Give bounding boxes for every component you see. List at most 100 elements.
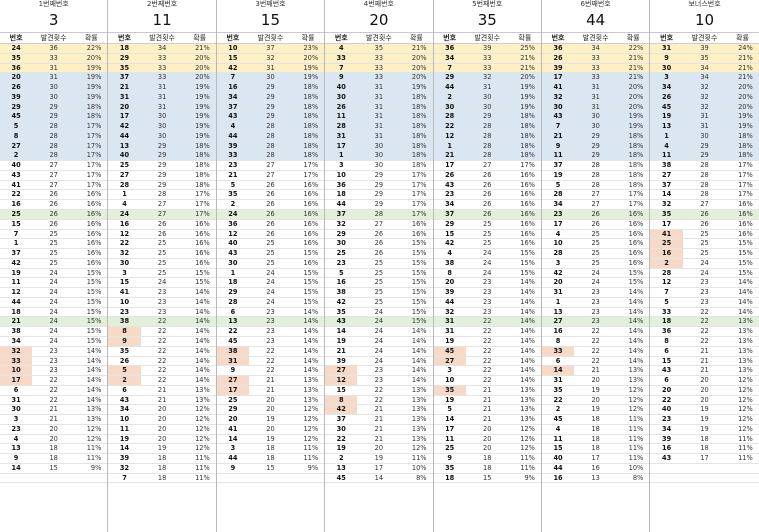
hit-count: 19 xyxy=(157,444,167,453)
hit-rate: 19% xyxy=(86,63,102,72)
ball-number: 2 xyxy=(650,258,683,268)
hit-count: 17 xyxy=(374,463,384,472)
hit-rate: 16% xyxy=(303,200,319,209)
stat-row: 38 28 17% xyxy=(650,161,759,171)
stat-row: 30 25 16% xyxy=(108,258,216,269)
hit-rate: 16% xyxy=(86,239,102,248)
hit-rate: 20% xyxy=(738,83,753,92)
stat-row: 9 22 14% xyxy=(216,366,325,377)
stat-row: 3 25 16% xyxy=(541,258,650,269)
hit-count: 22 xyxy=(374,395,384,404)
hit-count: 28 xyxy=(266,122,275,131)
ball-number: 14 xyxy=(119,444,130,453)
stat-row: 29 26 16% xyxy=(325,229,433,240)
stat-row: 34 27 17% xyxy=(541,200,650,211)
ball-number: 39 xyxy=(119,454,130,463)
stat-row: 1 25 16% xyxy=(0,239,108,250)
stat-row: 21 31 19% xyxy=(108,83,216,93)
hit-count: 21 xyxy=(49,415,58,424)
hit-count: 24 xyxy=(700,258,709,267)
stat-row: 8 22 14% xyxy=(108,327,216,337)
stat-row: 5 22 14% xyxy=(108,366,216,377)
ball-number: 43 xyxy=(553,112,563,121)
hit-rate: 14% xyxy=(520,376,535,385)
hit-rate: 16% xyxy=(195,229,210,238)
stat-row: 43 17 11% xyxy=(650,454,759,464)
ball-number: 1 xyxy=(122,190,127,199)
hit-count: 30 xyxy=(591,122,600,131)
stat-row: 1 23 14% xyxy=(541,297,650,308)
hit-rate: 14% xyxy=(411,346,427,355)
stat-row: 17 21 13% xyxy=(216,385,325,396)
hit-rate: 15% xyxy=(86,317,102,326)
stat-row: 36 31 19% xyxy=(0,63,108,74)
stat-row: 43 27 17% xyxy=(0,170,108,181)
ball-number: 12 xyxy=(228,229,238,238)
hit-count: 18 xyxy=(266,444,275,453)
stat-row xyxy=(650,473,759,484)
stat-row: 19 20 12% xyxy=(325,444,433,455)
hit-rate: 11% xyxy=(86,454,102,463)
ball-number: 35 xyxy=(228,190,238,199)
hit-count: 28 xyxy=(49,151,58,160)
stat-row: 20 19 12% xyxy=(216,415,325,425)
stat-row: 44 24 15% xyxy=(0,297,108,308)
stats-rows: 24 36 22% 35 33 20% 36 31 19% 20 31 19% 26 30 19% 39 30 1… xyxy=(0,44,108,532)
stat-row: 18 24 15% xyxy=(216,278,325,289)
hit-rate: 15% xyxy=(86,278,102,287)
hit-count: 20 xyxy=(591,376,600,385)
hit-count: 25 xyxy=(266,249,275,258)
stat-row: 34 20 12% xyxy=(108,405,216,416)
hit-count: 21 xyxy=(157,385,167,394)
stat-row: 20 23 14% xyxy=(433,278,541,289)
stat-row: 22 20 12% xyxy=(541,395,650,406)
hit-rate: 18% xyxy=(520,122,535,131)
ball-number: 39 xyxy=(336,356,346,365)
ball-number: 15 xyxy=(119,278,130,287)
hit-count: 25 xyxy=(157,268,167,277)
ball-number: 25 xyxy=(336,249,346,258)
ball-number: 15 xyxy=(553,444,563,453)
stat-row: 14 24 14% xyxy=(325,327,433,337)
ball-number: 41 xyxy=(119,288,130,297)
hit-count: 27 xyxy=(49,180,58,189)
hit-count: 30 xyxy=(374,151,384,160)
ball-number: 30 xyxy=(11,405,21,414)
ball-number: 42 xyxy=(11,258,21,267)
hit-count: 23 xyxy=(483,278,492,287)
stat-row: 22 28 18% xyxy=(433,122,541,132)
hit-rate: 19% xyxy=(86,73,102,82)
ball-number: 9 xyxy=(108,336,141,346)
ball-number: 38 xyxy=(445,258,455,267)
ball-number: 14 xyxy=(228,434,238,443)
header-number: 번호 xyxy=(334,34,348,42)
stat-row xyxy=(216,473,325,484)
hit-rate: 14% xyxy=(86,385,102,394)
stat-row: 3 22 14% xyxy=(433,366,541,377)
ball-number: 8 xyxy=(555,336,561,345)
stat-row: 27 21 13% xyxy=(216,376,325,386)
hit-rate: 14% xyxy=(738,278,753,287)
position-block-4: 4번째번호 20 번호 발견횟수 확률 4 35 21% 33 33 20% 7 33 20% 9 33 20%… xyxy=(325,0,434,532)
hit-count: 32 xyxy=(483,73,492,82)
hit-rate: 9% xyxy=(307,463,319,472)
ball-number: 20 xyxy=(11,73,21,82)
stat-row: 23 19 12% xyxy=(650,415,759,425)
stat-row: 27 28 17% xyxy=(0,141,108,152)
ball-number: 16 xyxy=(553,327,563,336)
hit-count: 21 xyxy=(374,434,384,443)
hit-rate: 15% xyxy=(520,258,535,267)
ball-number: 20 xyxy=(553,278,563,287)
stat-row: 39 24 14% xyxy=(325,356,433,367)
hit-rate: 20% xyxy=(628,102,644,111)
ball-number: 32 xyxy=(445,307,455,316)
header-count: 발견횟수 xyxy=(474,34,501,42)
ball-number: 40 xyxy=(119,151,130,160)
hit-count: 22 xyxy=(49,385,58,394)
stat-row: 9 18 11% xyxy=(0,454,108,464)
hit-count: 24 xyxy=(49,317,58,326)
hit-rate: 15% xyxy=(411,278,427,287)
ball-number: 28 xyxy=(553,190,563,199)
hit-rate: 19% xyxy=(520,102,535,111)
ball-number: 31 xyxy=(11,395,21,404)
